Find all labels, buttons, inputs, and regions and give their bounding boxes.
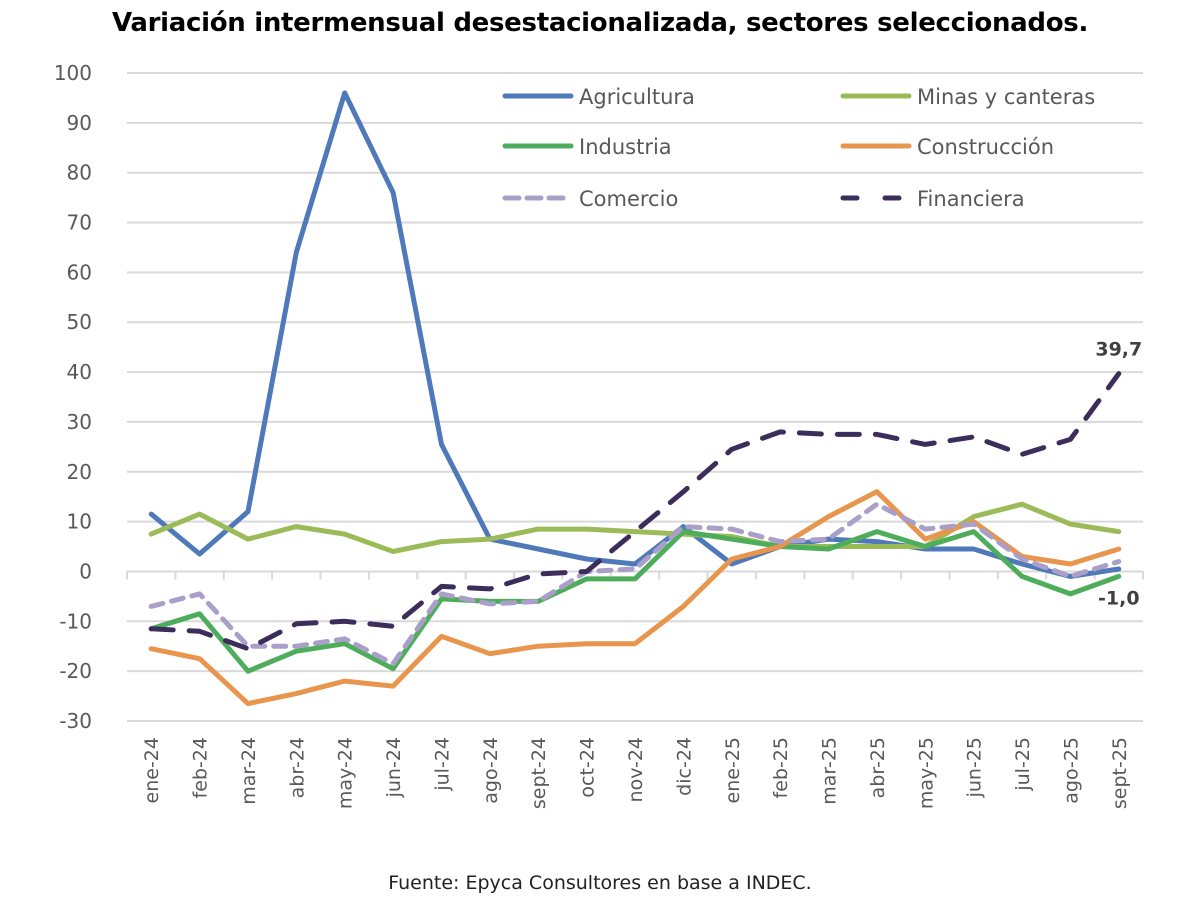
- x-tick-label: nov-24: [625, 737, 647, 802]
- series-construccion: [148, 489, 1122, 707]
- legend-item-minas-y-canteras: Minas y canteras: [840, 85, 1095, 109]
- legend-label: Financiera: [917, 187, 1025, 211]
- series-industria: [148, 529, 1122, 674]
- x-tick-label: jun-24: [383, 737, 405, 798]
- chart-title: Variación intermensual desestacionalizad…: [111, 8, 1089, 38]
- x-tick-label: feb-24: [190, 737, 212, 798]
- x-tick-label: ago-24: [480, 737, 502, 804]
- legend-item-comercio: Comercio: [502, 187, 678, 211]
- legend-item-industria: Industria: [502, 135, 672, 159]
- series-minas-y-canteras: [148, 501, 1122, 554]
- data-label: -1,0: [1098, 587, 1140, 609]
- y-tick-label: 60: [67, 260, 92, 284]
- y-tick-label: 20: [67, 460, 92, 484]
- gridlines: [127, 72, 1143, 722]
- y-tick-label: 50: [67, 310, 92, 334]
- data-labels: 39,7 -1,0: [1095, 339, 1142, 610]
- x-tick-label: jun-25: [964, 737, 986, 798]
- legend-label: Construcción: [917, 135, 1054, 159]
- x-tick-label: abr-24: [286, 737, 308, 798]
- legend-item-financiera: Financiera: [840, 187, 1025, 211]
- legend-item-construccion: Construcción: [840, 135, 1054, 159]
- x-tick-label: mar-24: [238, 737, 260, 805]
- series-line-financiera: [148, 371, 1122, 652]
- x-tick-label: jul-24: [431, 737, 453, 792]
- y-tick-label: -30: [59, 709, 92, 733]
- y-tick-label: 70: [67, 211, 92, 235]
- x-tick-label: feb-25: [770, 737, 792, 798]
- data-label: 39,7: [1095, 339, 1142, 361]
- x-tick-label: sept-25: [1109, 737, 1131, 809]
- x-tick-label: may-24: [335, 737, 357, 809]
- legend-label: Minas y canteras: [917, 85, 1095, 109]
- legend-item-agricultura: Agricultura: [502, 85, 695, 109]
- x-tick-label: may-25: [915, 737, 937, 809]
- x-tick-label: sept-24: [528, 737, 550, 809]
- legend: Agricultura Minas y canteras Industria Cons…: [502, 85, 1095, 211]
- series-lines: [148, 90, 1122, 707]
- legend-label: Comercio: [579, 187, 678, 211]
- y-tick-label: 90: [67, 111, 92, 135]
- legend-label: Agricultura: [579, 85, 695, 109]
- x-tick-label: ene-24: [141, 737, 163, 803]
- legend-label: Industria: [579, 135, 672, 159]
- series-agricultura: [148, 90, 1122, 579]
- y-tick-label: 0: [79, 559, 92, 583]
- series-line-agricultura: [148, 90, 1122, 579]
- series-line-construccion: [148, 489, 1122, 707]
- y-tick-label: 40: [67, 360, 92, 384]
- x-axis: ene-24 feb-24 mar-24 abr-24 may-24 jun-24 jul-…: [126, 570, 1144, 809]
- y-tick-label: 30: [67, 410, 92, 434]
- x-tick-label: ene-25: [722, 737, 744, 803]
- x-tick-label: oct-24: [577, 737, 599, 798]
- series-financiera: [148, 371, 1122, 652]
- x-tick-label: jul-25: [1012, 737, 1034, 792]
- y-tick-label: -10: [59, 609, 92, 633]
- chart-source: Fuente: Epyca Consultores en base a INDE…: [388, 872, 812, 894]
- x-tick-label: ago-25: [1060, 737, 1082, 804]
- y-tick-label: 100: [54, 61, 92, 85]
- x-tick-label: dic-24: [673, 737, 695, 796]
- x-tick-label: abr-25: [867, 737, 889, 798]
- series-line-industria: [148, 529, 1122, 674]
- series-line-minas-y-canteras: [148, 501, 1122, 554]
- x-tick-label: mar-25: [819, 737, 841, 805]
- y-tick-label: -20: [59, 659, 92, 683]
- y-tick-label: 10: [67, 510, 92, 534]
- y-tick-label: 80: [67, 161, 92, 185]
